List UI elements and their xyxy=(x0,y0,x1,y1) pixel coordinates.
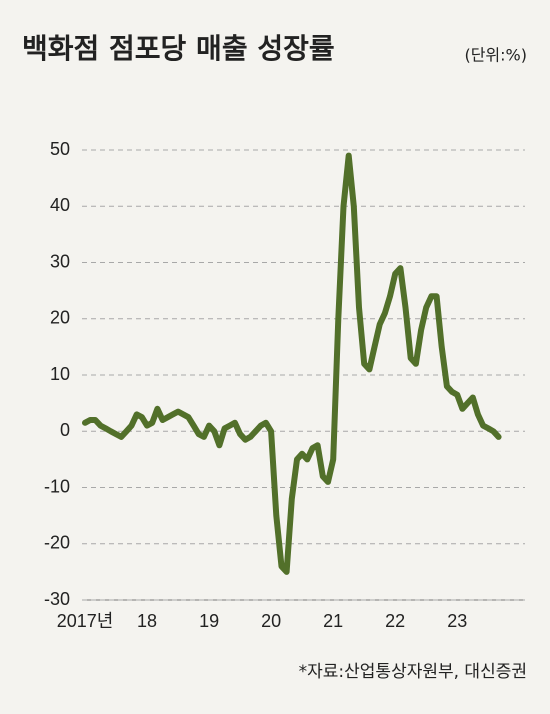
unit-label: (단위:%) xyxy=(464,46,527,65)
y-tick-label: -10 xyxy=(44,476,70,496)
y-tick-label: -20 xyxy=(44,533,70,553)
y-tick-label: -30 xyxy=(44,589,70,609)
y-tick-label: 0 xyxy=(60,420,70,440)
data-line xyxy=(82,152,502,575)
source-note: *자료:산업통상자원부, 대신증권 xyxy=(299,662,527,682)
y-tick-label: 20 xyxy=(50,308,70,328)
x-tick-label: 23 xyxy=(447,611,467,631)
x-tick-label: 2017년 xyxy=(57,611,114,631)
y-tick-label: 30 xyxy=(50,251,70,271)
y-tick-label: 10 xyxy=(50,364,70,384)
chart-title: 백화점 점포당 매출 성장률 xyxy=(22,32,335,65)
x-tick-label: 21 xyxy=(323,611,343,631)
y-tick-label: 50 xyxy=(50,139,70,159)
x-tick-label: 19 xyxy=(199,611,219,631)
x-tick-label: 20 xyxy=(261,611,281,631)
y-tick-label: 40 xyxy=(50,195,70,215)
x-tick-label: 22 xyxy=(385,611,405,631)
x-tick-label: 18 xyxy=(137,611,157,631)
